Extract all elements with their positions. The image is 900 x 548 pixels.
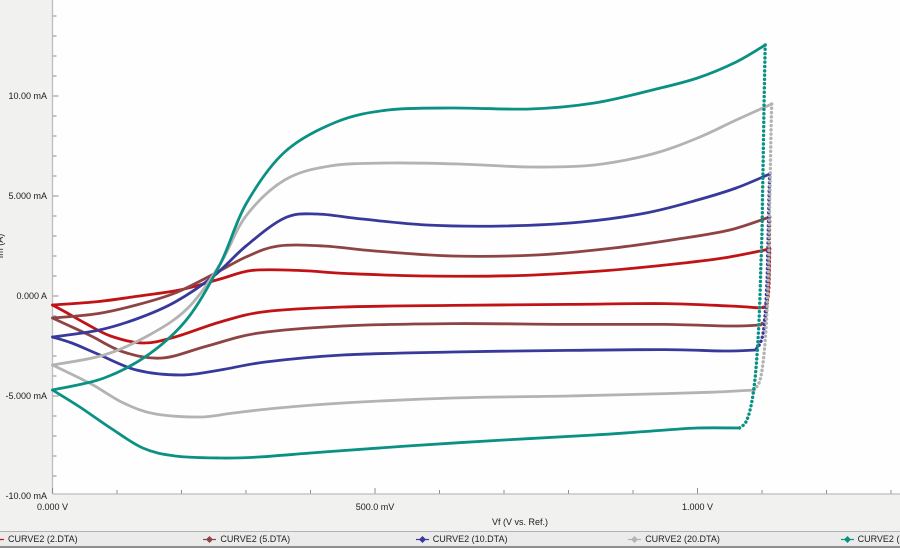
curve-marker-icon <box>0 538 4 540</box>
plot-area <box>53 0 900 494</box>
curve-marker-icon <box>840 535 854 543</box>
curve-marker-icon <box>203 535 217 543</box>
y-tick-label: 0.000 A <box>16 291 47 301</box>
x-tick-label: 500.0 mV <box>355 502 395 512</box>
legend-item-label: CURVE2 (20.DTA) <box>645 534 720 544</box>
legend-item-label: CURVE2 (2.DTA) <box>8 534 78 544</box>
x-tick-label: 1.000 V <box>681 502 714 512</box>
x-axis-title: Vf (V vs. Ref.) <box>491 517 548 527</box>
legend-item[interactable]: CURVE2 (10.DTA) <box>415 532 508 546</box>
legend-item-label: CURVE2 (30.DTA) <box>857 534 900 544</box>
curve-marker-icon <box>415 535 429 543</box>
legend-item-label: CURVE2 (5.DTA) <box>220 534 291 544</box>
y-tick-label: -10.00 mA <box>5 491 47 501</box>
y-tick-label: 5.000 mA <box>8 191 47 201</box>
x-tick-label: 0.000 V <box>36 502 69 512</box>
legend-item[interactable]: CURVE2 (20.DTA) <box>628 532 720 546</box>
y-tick-label: 10.00 mA <box>8 91 47 101</box>
legend-item[interactable]: CURVE2 (5.DTA) <box>203 532 290 546</box>
curve-marker-icon <box>628 535 642 543</box>
y-axis-title: Im (A) <box>0 233 5 259</box>
y-tick-label: -5.000 mA <box>5 391 47 401</box>
legend-item[interactable]: CURVE2 (2.DTA) <box>0 532 78 546</box>
legend-item[interactable]: CURVE2 (30.DTA) <box>840 532 900 546</box>
legend-item-label: CURVE2 (10.DTA) <box>432 534 508 544</box>
legend-bar: CURVE2 (2.DTA) CURVE2 (5.DTA) CURVE2 (10.D… <box>0 531 900 548</box>
